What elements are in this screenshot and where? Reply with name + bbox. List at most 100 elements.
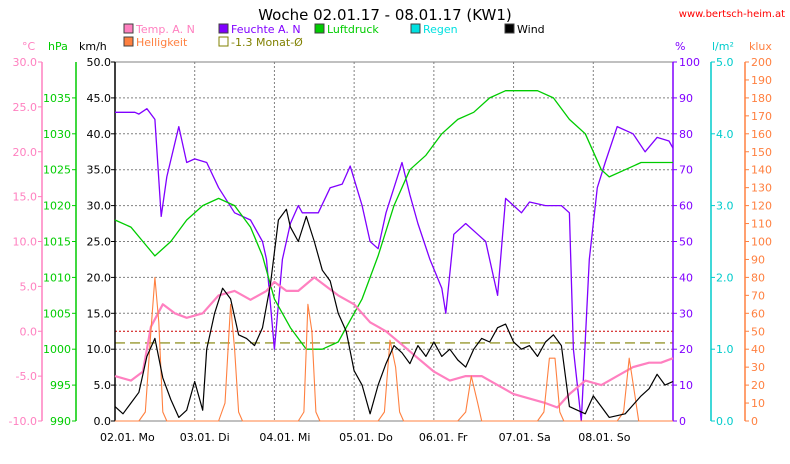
regen-tick-label: 2.0 bbox=[716, 271, 734, 284]
druck-tick-label: 1005 bbox=[43, 307, 71, 320]
wind-tick-label: 45.0 bbox=[87, 92, 112, 105]
wind-tick-label: 35.0 bbox=[87, 164, 112, 177]
wind-tick-label: 0.0 bbox=[94, 415, 112, 428]
hell-tick-label: 0 bbox=[751, 415, 758, 428]
regen-tick-label: 0.0 bbox=[716, 415, 734, 428]
wind-unit-label: km/h bbox=[79, 40, 107, 53]
series-line-temp bbox=[114, 276, 674, 409]
legend-label-monat: -1.3 Monat-Ø bbox=[231, 36, 303, 49]
druck-tick-label: 1025 bbox=[43, 164, 71, 177]
plot-area bbox=[114, 61, 674, 422]
hell-tick-label: 130 bbox=[751, 182, 772, 195]
hell-tick-label: 70 bbox=[751, 289, 765, 302]
temp-tick-label: -5.0 bbox=[16, 370, 37, 383]
druck-tick-label: 1020 bbox=[43, 200, 71, 213]
druck-tick-label: 1010 bbox=[43, 271, 71, 284]
feuchte-tick-label: 100 bbox=[679, 56, 700, 69]
hell-tick-label: 40 bbox=[751, 343, 765, 356]
hell-tick-label: 60 bbox=[751, 307, 765, 320]
temp-tick-label: 15.0 bbox=[13, 191, 38, 204]
legend-swatch-wind bbox=[504, 23, 515, 34]
wind-tick-label: 20.0 bbox=[87, 271, 112, 284]
humidity-unit-label: % bbox=[675, 40, 685, 53]
temp-unit-label: °C bbox=[22, 40, 36, 53]
feuchte-tick-label: 0 bbox=[679, 415, 686, 428]
chart-title: Woche 02.01.17 - 08.01.17 (KW1) bbox=[258, 6, 512, 24]
temp-tick-label: 10.0 bbox=[13, 236, 38, 249]
x-axis-label: 05.01. Do bbox=[339, 431, 393, 444]
series-line-druck bbox=[114, 90, 673, 350]
hell-tick-label: 140 bbox=[751, 164, 772, 177]
x-axis-label: 02.01. Mo bbox=[100, 431, 155, 444]
wind-tick-label: 40.0 bbox=[87, 128, 112, 141]
feuchte-tick-label: 20 bbox=[679, 343, 693, 356]
temp-tick-label: 0.0 bbox=[20, 325, 38, 338]
legend-swatch-monat bbox=[218, 36, 229, 47]
regen-tick-label: 5.0 bbox=[716, 56, 734, 69]
wind-tick-label: 25.0 bbox=[87, 236, 112, 249]
wind-tick-label: 15.0 bbox=[87, 307, 112, 320]
series-line-feuchte bbox=[115, 108, 674, 422]
temp-tick-label: 25.0 bbox=[13, 101, 38, 114]
hell-tick-label: 110 bbox=[751, 218, 772, 231]
x-axis-label: 07.01. Sa bbox=[499, 431, 551, 444]
wind-tick-label: 5.0 bbox=[94, 379, 112, 392]
druck-tick-label: 995 bbox=[50, 379, 71, 392]
druck-tick-label: 1035 bbox=[43, 92, 71, 105]
wind-tick-label: 30.0 bbox=[87, 200, 112, 213]
hell-tick-label: 180 bbox=[751, 92, 772, 105]
legend-label-temp: Temp. A. N bbox=[135, 23, 195, 36]
hell-tick-label: 150 bbox=[751, 146, 772, 159]
x-axis-label: 04.01. Mi bbox=[259, 431, 310, 444]
hell-tick-label: 30 bbox=[751, 361, 765, 374]
legend-swatch-temp bbox=[123, 23, 134, 34]
wind-tick-label: 10.0 bbox=[87, 343, 112, 356]
temp-tick-label: -10.0 bbox=[9, 415, 37, 428]
hell-tick-label: 200 bbox=[751, 56, 772, 69]
druck-tick-label: 1030 bbox=[43, 128, 71, 141]
hell-tick-label: 10 bbox=[751, 397, 765, 410]
hell-tick-label: 160 bbox=[751, 128, 772, 141]
hell-tick-label: 50 bbox=[751, 325, 765, 338]
x-axis-label: 03.01. Di bbox=[180, 431, 230, 444]
legend-label-hell: Helligkeit bbox=[136, 36, 188, 49]
feuchte-tick-label: 60 bbox=[679, 200, 693, 213]
hell-tick-label: 190 bbox=[751, 74, 772, 87]
wind-tick-label: 50.0 bbox=[87, 56, 112, 69]
temp-tick-label: 30.0 bbox=[13, 56, 38, 69]
series-line-wind bbox=[114, 208, 674, 418]
hell-tick-label: 90 bbox=[751, 253, 765, 266]
hell-tick-label: 80 bbox=[751, 271, 765, 284]
feuchte-tick-label: 70 bbox=[679, 164, 693, 177]
hell-tick-label: 170 bbox=[751, 110, 772, 123]
series-line-hell bbox=[115, 276, 673, 422]
legend-swatch-druck bbox=[314, 23, 325, 34]
feuchte-tick-label: 10 bbox=[679, 379, 693, 392]
brightness-unit-label: klux bbox=[749, 40, 772, 53]
x-axis-label: 06.01. Fr bbox=[419, 431, 468, 444]
feuchte-tick-label: 50 bbox=[679, 236, 693, 249]
x-axis-label: 08.01. So bbox=[578, 431, 630, 444]
source-label: www.bertsch-heim.at bbox=[679, 9, 785, 20]
legend-swatch-feuchte bbox=[218, 23, 229, 34]
pressure-unit-label: hPa bbox=[48, 40, 68, 53]
hell-tick-label: 20 bbox=[751, 379, 765, 392]
legend-label-wind: Wind bbox=[517, 23, 545, 36]
legend-label-druck: Luftdruck bbox=[327, 23, 379, 36]
feuchte-tick-label: 80 bbox=[679, 128, 693, 141]
temp-tick-label: 20.0 bbox=[13, 146, 38, 159]
hell-tick-label: 120 bbox=[751, 200, 772, 213]
druck-tick-label: 1015 bbox=[43, 236, 71, 249]
feuchte-tick-label: 90 bbox=[679, 92, 693, 105]
regen-tick-label: 4.0 bbox=[716, 128, 734, 141]
regen-tick-label: 3.0 bbox=[716, 200, 734, 213]
druck-tick-label: 990 bbox=[50, 415, 71, 428]
hell-tick-label: 100 bbox=[751, 236, 772, 249]
legend-label-regen: Regen bbox=[423, 23, 458, 36]
temp-tick-label: 5.0 bbox=[20, 280, 38, 293]
legend-label-feuchte: Feuchte A. N bbox=[231, 23, 301, 36]
legend-swatch-hell bbox=[123, 36, 134, 47]
regen-tick-label: 1.0 bbox=[716, 343, 734, 356]
